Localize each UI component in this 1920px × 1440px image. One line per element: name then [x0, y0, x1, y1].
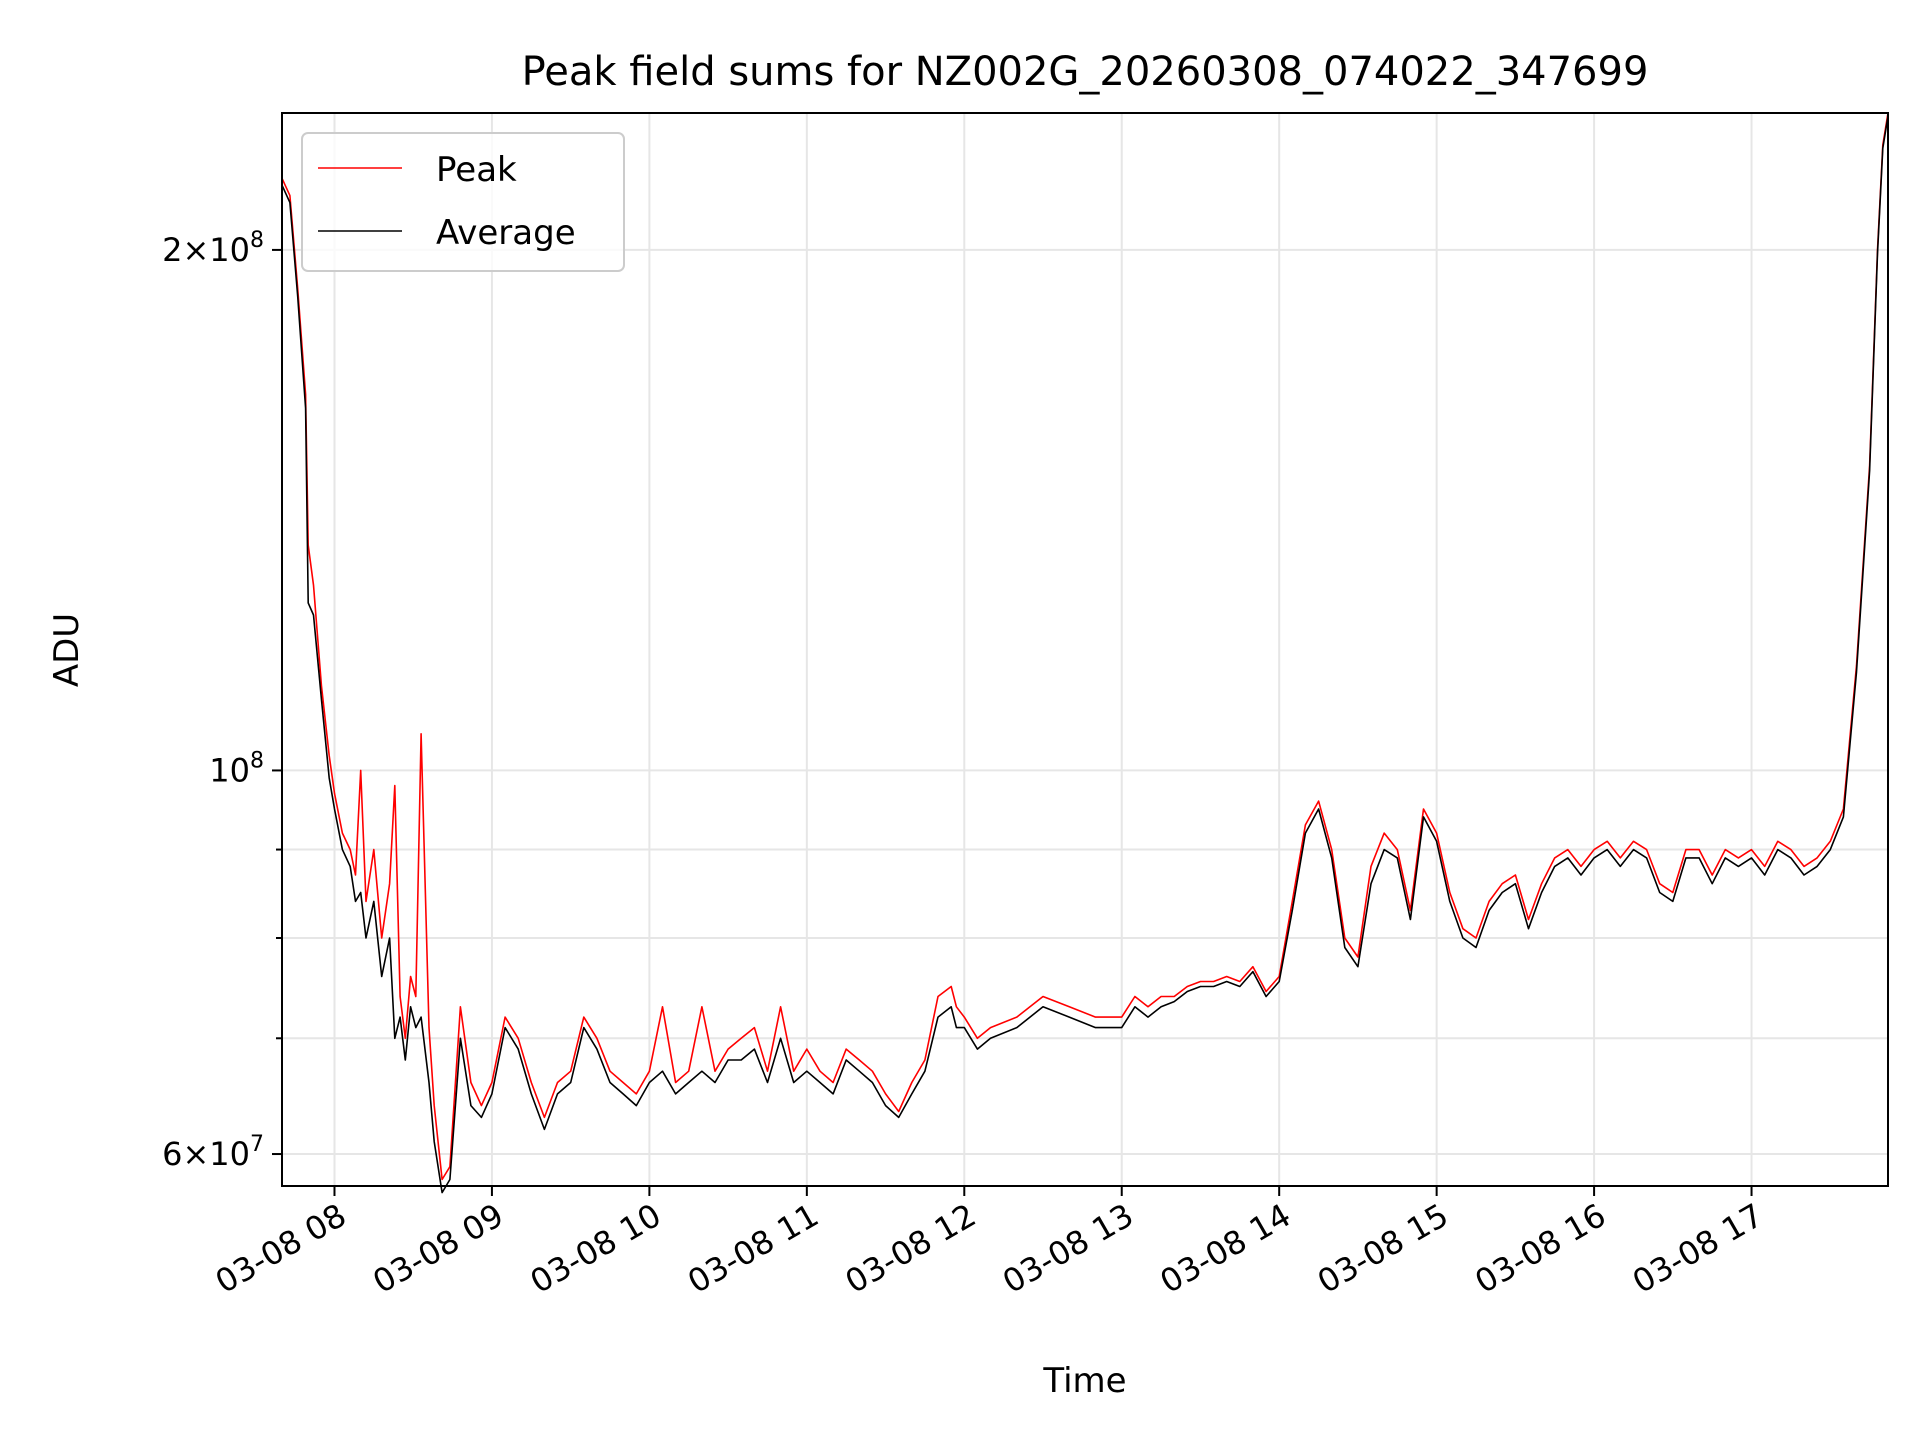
legend-peak-label: Peak	[436, 150, 517, 190]
series-layer	[281, 112, 1889, 1194]
y-tick-label: 108	[209, 748, 264, 789]
legend: Peak Average	[301, 132, 625, 272]
y-axis-label: ADU	[47, 613, 87, 687]
grid-layer	[282, 113, 1888, 1186]
plot-frame	[281, 112, 1889, 1187]
chart-title: Peak field sums for NZ002G_20260308_0740…	[522, 49, 1649, 95]
series-line-average	[281, 115, 1889, 1194]
y-tick-label: 2×108	[162, 228, 264, 269]
legend-average-label: Average	[436, 213, 576, 253]
x-axis-label: Time	[1042, 1361, 1126, 1401]
y-axis: 6×107 108 2×108	[162, 228, 282, 1173]
y-tick-label: 6×107	[162, 1132, 264, 1173]
series-line-peak	[281, 112, 1889, 1181]
